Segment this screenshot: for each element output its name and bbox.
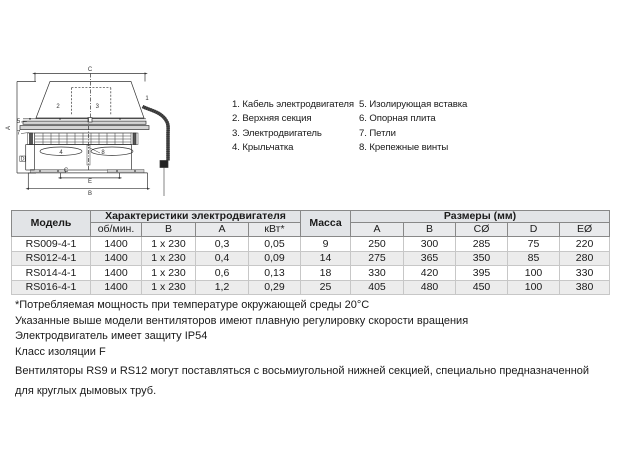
svg-text:5: 5	[17, 119, 21, 125]
svg-text:E: E	[88, 179, 92, 185]
svg-text:3: 3	[96, 104, 100, 110]
svg-text:2: 2	[56, 104, 60, 110]
svg-text:1: 1	[145, 96, 149, 102]
svg-text:A: A	[6, 126, 12, 130]
svg-text:C: C	[64, 168, 69, 174]
svg-text:D: D	[21, 156, 25, 162]
svg-text:7: 7	[17, 131, 21, 137]
svg-text:C: C	[88, 67, 93, 73]
svg-text:B: B	[88, 191, 92, 197]
